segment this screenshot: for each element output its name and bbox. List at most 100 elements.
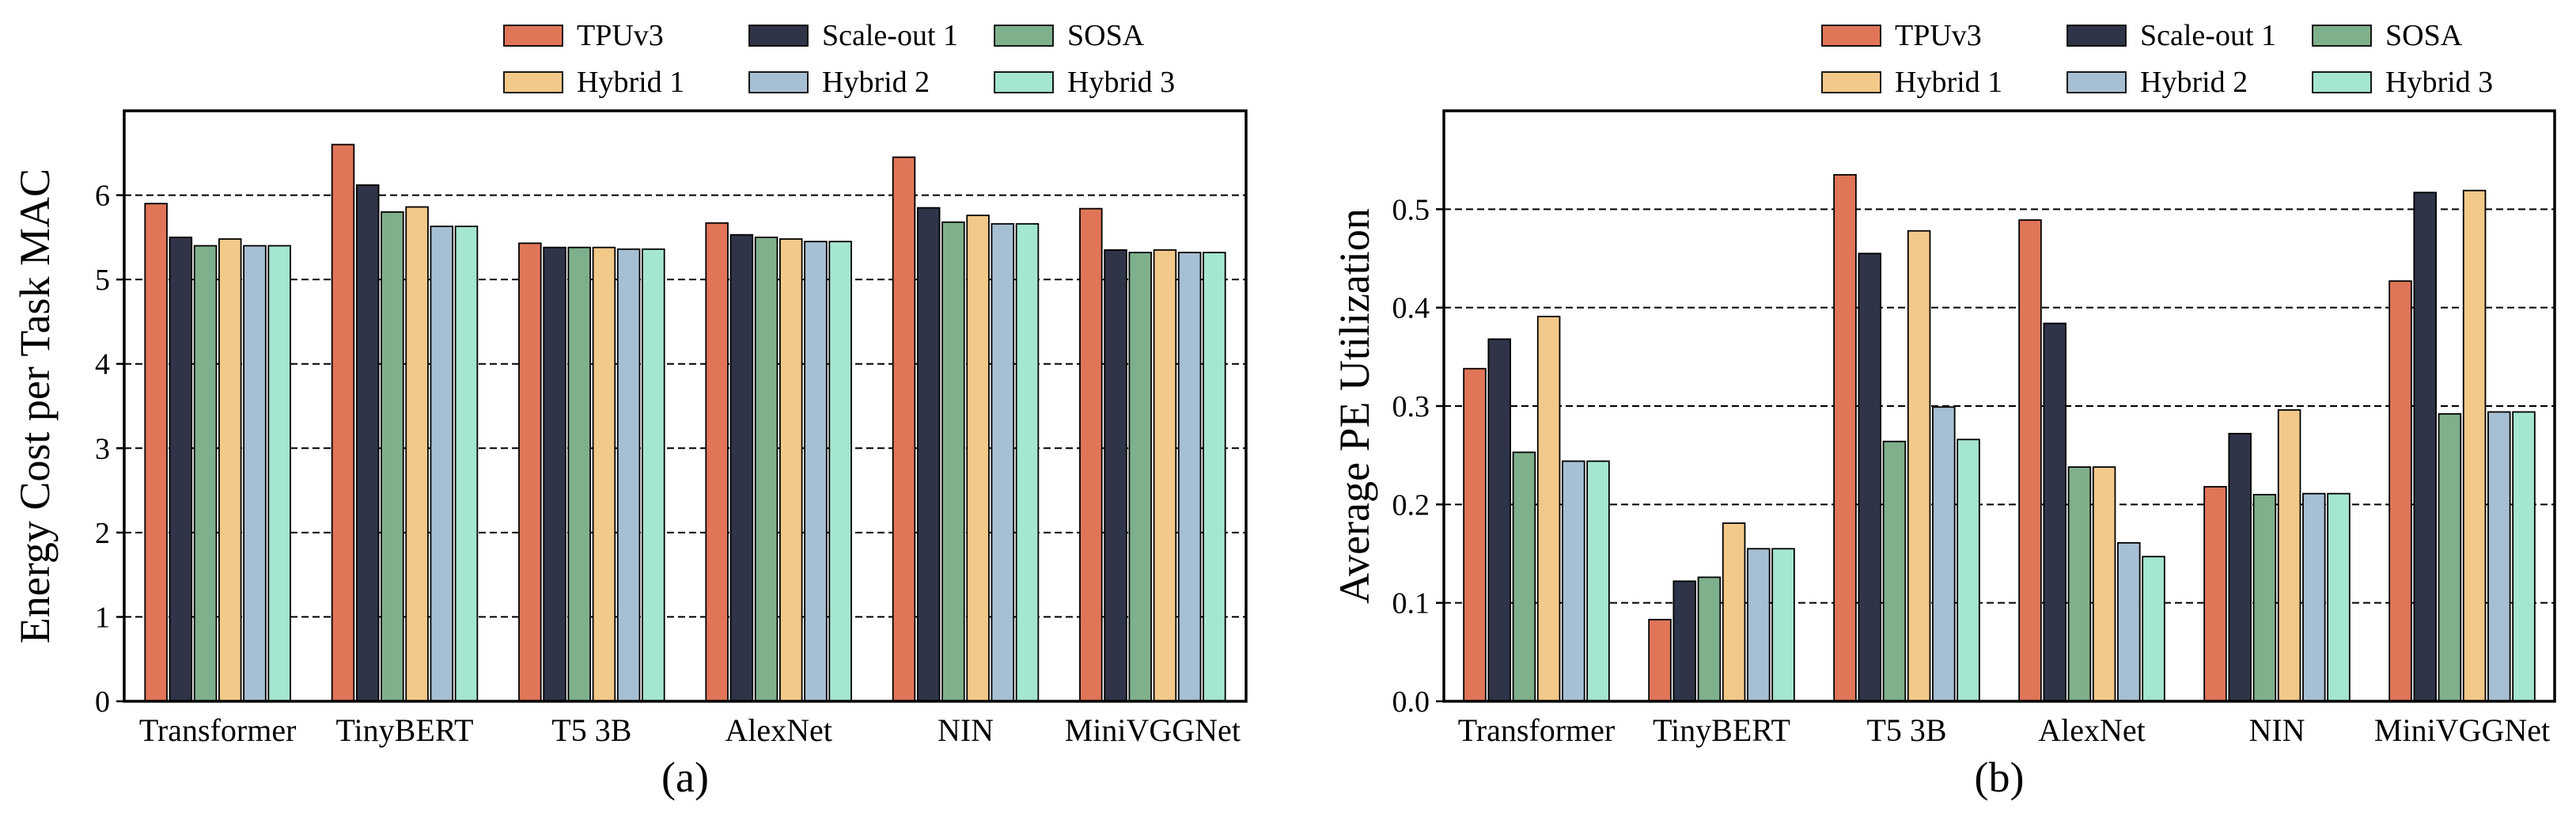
bar-sosa-alexnet [754,236,778,702]
legend-label: Hybrid 2 [2140,66,2248,99]
bar-hybrid-3-nin [2327,492,2351,702]
bar-hybrid-1-tinybert [405,206,429,702]
y-axis-label: Energy Cost per Task MAC [11,169,59,643]
legend-label: Hybrid 3 [2385,66,2493,99]
bar-hybrid-2-minivggnet [1177,252,1202,702]
x-tick-label: Transformer [139,712,297,748]
bar-hybrid-1-tinybert [1722,522,1746,702]
bar-tpuv3-tinybert [331,143,355,702]
bar-hybrid-3-tinybert [454,226,479,702]
x-tick-label: NIN [2248,712,2305,748]
bar-hybrid-3-transformer [1586,460,1610,702]
bar-scale-out-1-minivggnet [2413,192,2437,702]
bar-scale-out-1-transformer [169,236,193,702]
legend-swatch-tpuv3 [1821,25,1881,47]
bar-hybrid-3-alexnet [828,241,852,702]
legend-swatch-hybrid-1 [503,71,563,93]
y-axis-label: Average PE Utilization [1331,208,1378,604]
bar-sosa-transformer [1512,451,1536,702]
bar-sosa-tinybert [381,211,404,702]
legend-swatch-scale-out-1 [2066,25,2127,47]
legend-label: Hybrid 1 [1895,66,2002,99]
bar-hybrid-2-t5-3b [616,248,641,702]
bar-scale-out-1-nin [916,207,941,702]
bar-hybrid-3-t5-3b [1957,438,1980,702]
x-tick-label: T5 3B [551,712,631,748]
bar-hybrid-1-minivggnet [1153,249,1177,702]
legend-swatch-hybrid-2 [2066,71,2127,93]
bar-hybrid-2-tinybert [1747,548,1771,702]
bar-scale-out-1-alexnet [2043,322,2066,702]
bar-hybrid-2-minivggnet [2487,411,2511,702]
bar-scale-out-1-tinybert [355,184,380,702]
y-tick-label: 0.0 [1392,685,1430,719]
legend-label: SOSA [2385,19,2463,52]
bar-hybrid-1-t5-3b [1907,230,1931,702]
y-tick-label: 0.2 [1392,488,1430,522]
bar-tpuv3-nin [2203,486,2227,702]
legend-label: TPUv3 [577,19,664,52]
panel-label: (a) [661,754,709,801]
bar-hybrid-1-transformer [1536,315,1561,702]
legend-swatch-sosa [994,25,1054,47]
bar-hybrid-1-alexnet [779,238,803,702]
x-tick-label: Transformer [1458,712,1616,748]
legend-label: Hybrid 3 [1067,66,1175,99]
bar-hybrid-3-tinybert [1771,548,1795,702]
bar-sosa-tinybert [1697,576,1722,702]
x-tick-label: T5 3B [1866,712,1946,748]
bar-tpuv3-minivggnet [1079,207,1103,702]
legend-swatch-hybrid-3 [2312,71,2372,93]
bar-sosa-minivggnet [2438,413,2462,702]
bar-tpuv3-t5-3b [518,242,542,702]
y-tick-label: 1 [95,601,110,634]
bar-hybrid-3-minivggnet [2512,411,2536,702]
y-tick-label: 0.3 [1392,390,1430,423]
bar-scale-out-1-tinybert [1673,580,1696,702]
bar-hybrid-2-transformer [1562,460,1585,702]
legend-swatch-hybrid-2 [748,71,809,93]
bar-scale-out-1-minivggnet [1104,249,1127,702]
bar-scale-out-1-t5-3b [543,246,566,702]
legend-label: TPUv3 [1895,19,1982,52]
y-tick-label: 0.1 [1392,587,1430,621]
bar-sosa-t5-3b [567,246,591,702]
bar-hybrid-2-alexnet [804,241,828,702]
x-tick-label: AlexNet [2038,712,2146,748]
bar-hybrid-1-t5-3b [592,246,616,702]
legend-label: Hybrid 1 [577,66,684,99]
bar-hybrid-3-alexnet [2142,556,2165,702]
legend-swatch-hybrid-1 [1821,71,1881,93]
plot-frame [1442,109,2556,703]
bar-hybrid-1-alexnet [2092,466,2116,702]
bar-hybrid-3-minivggnet [1203,252,1226,702]
y-tick-label: 0 [95,685,110,719]
plot-frame [123,109,1248,703]
bar-scale-out-1-nin [2228,432,2252,702]
x-tick-label: NIN [938,712,994,748]
y-tick-label: 6 [95,180,110,213]
x-tick-label: TinyBERT [1653,712,1790,748]
chart-panel-a: 0 1 2 3 4 5 6 Transformer TinyBERT T5 3B AlexNet NI… [11,19,1248,801]
bar-sosa-minivggnet [1128,252,1152,702]
y-tick-label: 3 [95,432,110,465]
x-tick-label: AlexNet [725,712,832,748]
legend-swatch-scale-out-1 [748,25,809,47]
legend-swatch-tpuv3 [503,25,563,47]
bar-tpuv3-minivggnet [2388,280,2412,702]
bar-sosa-transformer [193,245,218,702]
bar-tpuv3-alexnet [2018,219,2042,702]
bar-hybrid-2-tinybert [430,226,454,702]
bar-hybrid-3-t5-3b [642,248,665,702]
bar-sosa-nin [2252,494,2277,702]
bar-hybrid-1-nin [966,214,990,702]
bar-hybrid-3-transformer [267,245,291,702]
x-tick-label: MiniVGGNet [1065,712,1241,748]
bar-scale-out-1-transformer [1487,338,1511,702]
bar-sosa-alexnet [2067,466,2092,702]
bar-tpuv3-alexnet [705,222,729,702]
legend-swatch-hybrid-3 [994,71,1054,93]
legend-swatch-sosa [2312,25,2372,47]
bar-tpuv3-transformer [1463,367,1487,702]
